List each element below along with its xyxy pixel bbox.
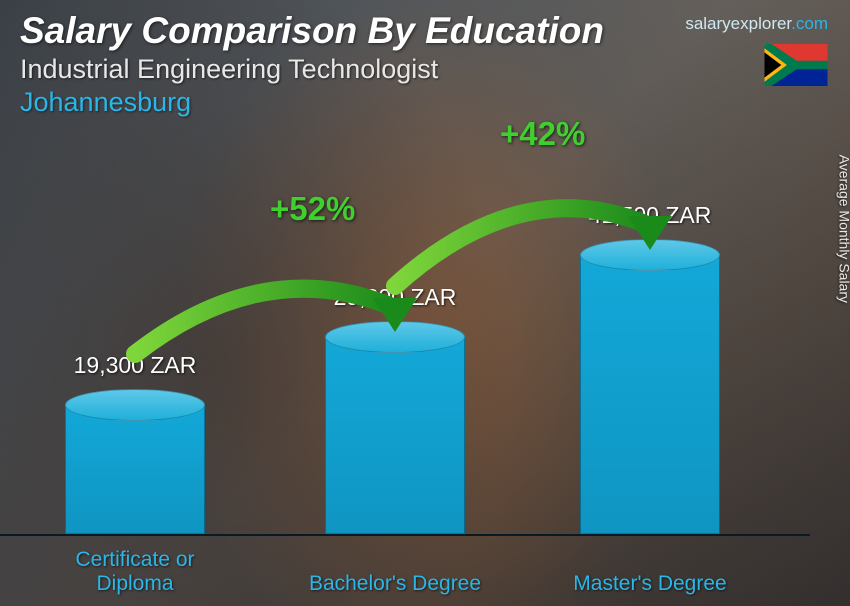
page-location: Johannesburg [20, 87, 830, 118]
bar-value: 29,300 ZAR [334, 284, 457, 311]
bar: 29,300 ZAR [325, 336, 465, 534]
brand-label: salaryexplorer.com [685, 14, 828, 34]
bar-value: 19,300 ZAR [74, 352, 197, 379]
bar-category: Bachelor's Degree [295, 572, 495, 596]
brand-domain: .com [791, 14, 828, 33]
percent-increase: +42% [500, 115, 585, 153]
bar: 19,300 ZAR [65, 404, 205, 534]
bar: 41,500 ZAR [580, 254, 720, 534]
y-axis-label: Average Monthly Salary [836, 155, 850, 303]
bar-chart: 19,300 ZAR Certificate or Diploma 29,300 Z… [0, 146, 810, 606]
flag-icon [764, 44, 828, 86]
bar-category: Master's Degree [550, 572, 750, 596]
brand-name: salaryexplorer [685, 14, 791, 33]
bar-category: Certificate or Diploma [35, 548, 235, 596]
page-subtitle: Industrial Engineering Technologist [20, 54, 830, 85]
bar-value: 41,500 ZAR [589, 202, 712, 229]
chart-baseline [0, 534, 810, 536]
percent-increase: +52% [270, 190, 355, 228]
